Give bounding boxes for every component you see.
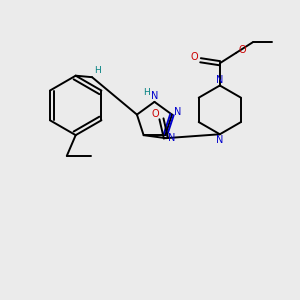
Text: N: N <box>167 133 175 143</box>
Text: O: O <box>190 52 198 62</box>
Text: O: O <box>151 110 159 119</box>
Text: N: N <box>151 91 158 101</box>
Text: N: N <box>216 75 224 85</box>
Text: H: H <box>143 88 150 97</box>
Text: N: N <box>216 135 224 145</box>
Text: O: O <box>239 45 247 55</box>
Text: H: H <box>94 66 101 75</box>
Text: N: N <box>174 106 182 117</box>
